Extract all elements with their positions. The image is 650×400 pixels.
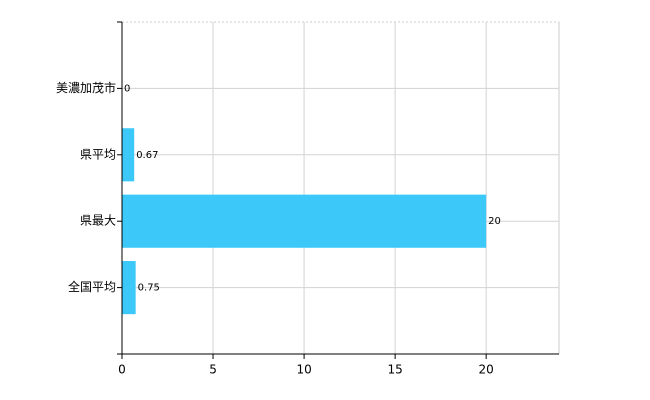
- value-label: 0.75: [138, 283, 160, 294]
- y-tick-label: 県平均: [80, 147, 116, 161]
- x-tick-label: 5: [209, 363, 217, 377]
- x-tick-label: 20: [479, 363, 494, 377]
- y-tick-label: 美濃加茂市: [56, 80, 116, 95]
- value-label: 0: [124, 83, 130, 94]
- x-tick-label: 10: [296, 363, 311, 377]
- value-label: 0.67: [136, 150, 158, 161]
- x-tick-label: 15: [387, 363, 402, 377]
- value-label: 20: [488, 216, 501, 227]
- bar: [122, 128, 135, 182]
- bar: [122, 194, 487, 248]
- bar: [122, 261, 136, 315]
- y-tick-label: 県最大: [80, 214, 116, 228]
- x-tick-label: 0: [118, 363, 126, 377]
- y-tick-label: 全国平均: [68, 279, 116, 294]
